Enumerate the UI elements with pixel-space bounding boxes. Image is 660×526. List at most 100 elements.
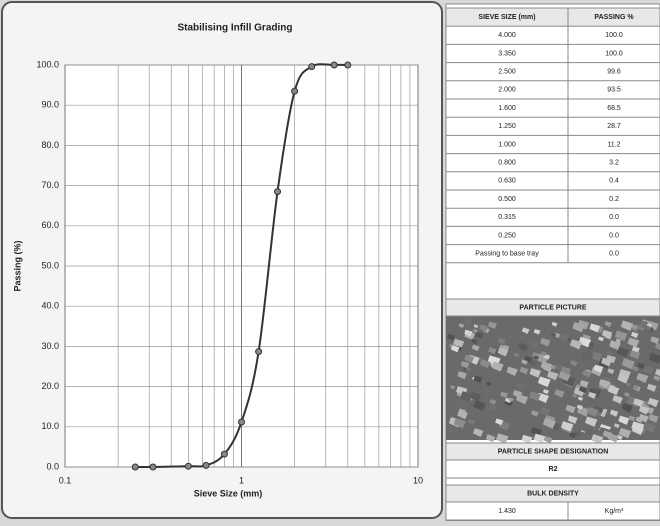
particle: [569, 360, 578, 367]
particle: [471, 344, 480, 352]
density-value: 1.430: [498, 508, 516, 515]
particle: [648, 352, 660, 364]
particle: [534, 355, 539, 360]
data-point: [344, 61, 352, 69]
particle: [517, 342, 529, 352]
particle: [549, 364, 557, 370]
particle: [460, 361, 470, 369]
particle: [464, 329, 473, 337]
y-tick-label: 20.0: [41, 381, 59, 391]
particle: [607, 385, 620, 396]
particle: [470, 338, 478, 345]
particle: [591, 434, 604, 445]
table-cell: 0.4: [609, 178, 619, 185]
data-point: [238, 418, 245, 426]
particle: [542, 417, 556, 429]
particle: [516, 381, 527, 391]
particle: [633, 398, 644, 408]
particle: [485, 381, 492, 387]
particle: [637, 362, 645, 370]
particle: [580, 351, 594, 363]
particle: [618, 368, 631, 380]
particle: [453, 338, 465, 349]
particle: [533, 433, 546, 444]
table-cell: 0.0: [609, 232, 619, 239]
particle: [607, 351, 612, 356]
table-cell: 2.500: [498, 69, 516, 76]
table-cell: 4.000: [498, 32, 516, 39]
particle: [495, 418, 504, 426]
particle: [615, 338, 622, 343]
particle: [446, 405, 455, 413]
particle: [646, 383, 657, 392]
y-tick-label: 70.0: [41, 180, 59, 190]
table-cell: 1.600: [498, 105, 516, 112]
particle: [638, 414, 649, 423]
x-tick-label: 0.1: [59, 475, 72, 485]
particle: [598, 379, 610, 388]
particle: [601, 357, 612, 367]
particle: [621, 358, 635, 370]
particle: [462, 318, 473, 327]
particle: [506, 366, 518, 377]
particle: [613, 423, 620, 429]
table-header: [445, 7, 660, 27]
particle: [636, 372, 649, 383]
particle: [602, 430, 613, 439]
particle: [521, 434, 533, 444]
data-point: [255, 348, 263, 356]
particle: [609, 340, 621, 350]
data-point: [220, 450, 228, 458]
data-point: [330, 61, 338, 69]
particle: [572, 322, 585, 333]
particle: [643, 422, 657, 434]
data-point: [149, 463, 157, 471]
shape-title: PARTICLE SHAPE DESIGNATION: [498, 448, 609, 455]
particle: [612, 395, 623, 404]
particle: [473, 324, 479, 329]
table-cell: 0.315: [498, 214, 516, 221]
particle: [569, 339, 583, 350]
table-cell: 28.7: [607, 123, 621, 130]
particle: [450, 345, 460, 353]
particle: [632, 385, 640, 391]
column-header: SIEVE SIZE (mm): [478, 14, 535, 21]
particle: [542, 389, 549, 395]
particle: [540, 361, 552, 371]
particle: [578, 386, 588, 394]
particle: [500, 391, 509, 399]
particle: [550, 332, 557, 338]
particle: [450, 385, 456, 390]
particle: [551, 321, 558, 327]
particle: [530, 426, 543, 437]
particle: [631, 346, 640, 353]
particle: [576, 404, 583, 410]
column-header: PASSING %: [594, 14, 634, 21]
particle: [643, 365, 655, 375]
particle: [582, 369, 592, 378]
particle: [547, 371, 559, 381]
x-tick-label: 1: [239, 475, 244, 485]
particle: [573, 431, 581, 437]
particle: [472, 428, 484, 437]
table-cell: 68.5: [607, 105, 621, 112]
particle: [620, 320, 634, 331]
particle: [464, 354, 475, 364]
particle: [524, 355, 533, 363]
particle: [572, 393, 578, 398]
particle: [453, 418, 466, 429]
particle: [491, 432, 498, 438]
particle: [593, 352, 603, 360]
particle: [647, 397, 659, 408]
density-unit: Kg/m³: [605, 508, 624, 515]
particle: [460, 391, 473, 402]
particle: [465, 367, 472, 373]
particle: [568, 432, 577, 439]
particle: [497, 347, 509, 357]
particle: [458, 323, 465, 328]
table-cell: 0.250: [498, 232, 516, 239]
table-cell: Passing to base tray: [475, 251, 539, 258]
particle: [560, 421, 574, 432]
